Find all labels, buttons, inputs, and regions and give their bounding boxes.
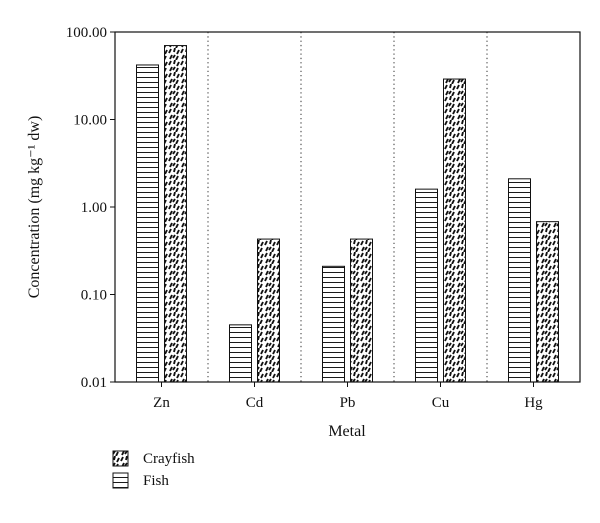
x-tick-label: Cu — [432, 395, 450, 411]
y-tick-label: 10.00 — [73, 113, 107, 129]
x-tick-label: Hg — [524, 395, 543, 411]
bar-crayfish-cd — [257, 238, 280, 383]
bar-fish-cd — [229, 324, 252, 383]
bar-crayfish-pb — [350, 238, 373, 383]
bars — [136, 45, 559, 383]
y-axis: 0.01 0.10 1.00 10.00 100.00 — [66, 25, 115, 391]
x-tick-label: Pb — [340, 395, 356, 411]
legend-swatch-fish — [112, 472, 129, 489]
bar-crayfish-hg — [536, 221, 559, 383]
bar-crayfish-cu — [443, 78, 466, 383]
y-tick-label: 0.01 — [81, 375, 107, 391]
bar-fish-pb — [322, 265, 345, 383]
legend-label-fish: Fish — [143, 473, 169, 489]
y-tick-label: 100.00 — [66, 25, 107, 41]
y-tick-label: 0.10 — [81, 288, 107, 304]
legend: Crayfish Fish — [112, 450, 195, 489]
y-tick-label: 1.00 — [81, 200, 107, 216]
bar-fish-cu — [415, 188, 438, 383]
bar-fish-hg — [508, 178, 531, 383]
x-axis: Zn Cd Pb Cu Hg — [153, 382, 543, 411]
x-tick-label: Zn — [153, 395, 170, 411]
x-tick-label: Cd — [246, 395, 264, 411]
bar-crayfish-zn — [164, 45, 187, 383]
legend-label-crayfish: Crayfish — [143, 451, 195, 467]
x-axis-title: Metal — [328, 423, 366, 440]
legend-swatch-crayfish — [112, 450, 129, 467]
y-axis-title: Concentration (mg kg⁻¹ dw) — [26, 116, 43, 299]
bar-fish-zn — [136, 64, 159, 383]
